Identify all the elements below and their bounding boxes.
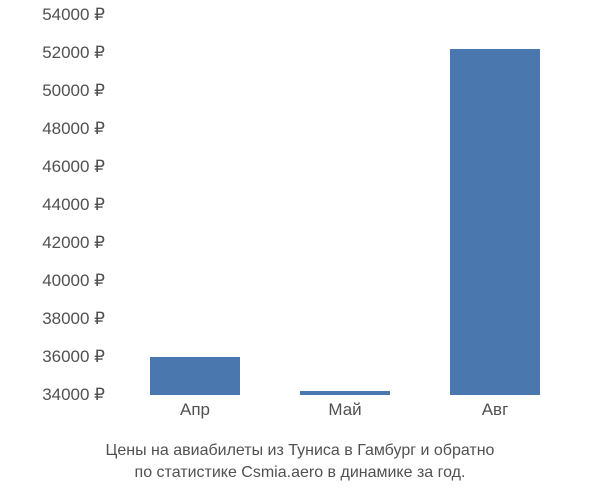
y-tick-label: 42000 ₽ xyxy=(42,233,105,253)
caption-line-2: по статистике Csmia.aero в динамике за г… xyxy=(0,462,600,484)
y-tick-label: 52000 ₽ xyxy=(42,43,105,63)
chart-container: 34000 ₽ 36000 ₽ 38000 ₽ 40000 ₽ 42000 ₽ 44000… xyxy=(0,0,600,500)
y-tick-label: 36000 ₽ xyxy=(42,347,105,367)
plot-area xyxy=(120,15,570,395)
y-tick-label: 34000 ₽ xyxy=(42,385,105,405)
caption-line-1: Цены на авиабилеты из Туниса в Гамбург и… xyxy=(0,440,600,462)
bar xyxy=(150,357,240,395)
chart-caption: Цены на авиабилеты из Туниса в Гамбург и… xyxy=(0,440,600,485)
y-tick-label: 48000 ₽ xyxy=(42,119,105,139)
y-tick-label: 54000 ₽ xyxy=(42,5,105,25)
x-axis: Апр Май Авг xyxy=(120,400,570,430)
x-tick-label: Апр xyxy=(180,400,210,420)
y-tick-label: 44000 ₽ xyxy=(42,195,105,215)
y-tick-label: 46000 ₽ xyxy=(42,157,105,177)
bar xyxy=(300,391,390,395)
y-tick-label: 50000 ₽ xyxy=(42,81,105,101)
y-tick-label: 40000 ₽ xyxy=(42,271,105,291)
x-tick-label: Авг xyxy=(482,400,509,420)
x-tick-label: Май xyxy=(328,400,361,420)
y-tick-label: 38000 ₽ xyxy=(42,309,105,329)
bar xyxy=(450,49,540,395)
y-axis: 34000 ₽36000 ₽38000 ₽40000 ₽42000 ₽44000… xyxy=(0,15,115,395)
